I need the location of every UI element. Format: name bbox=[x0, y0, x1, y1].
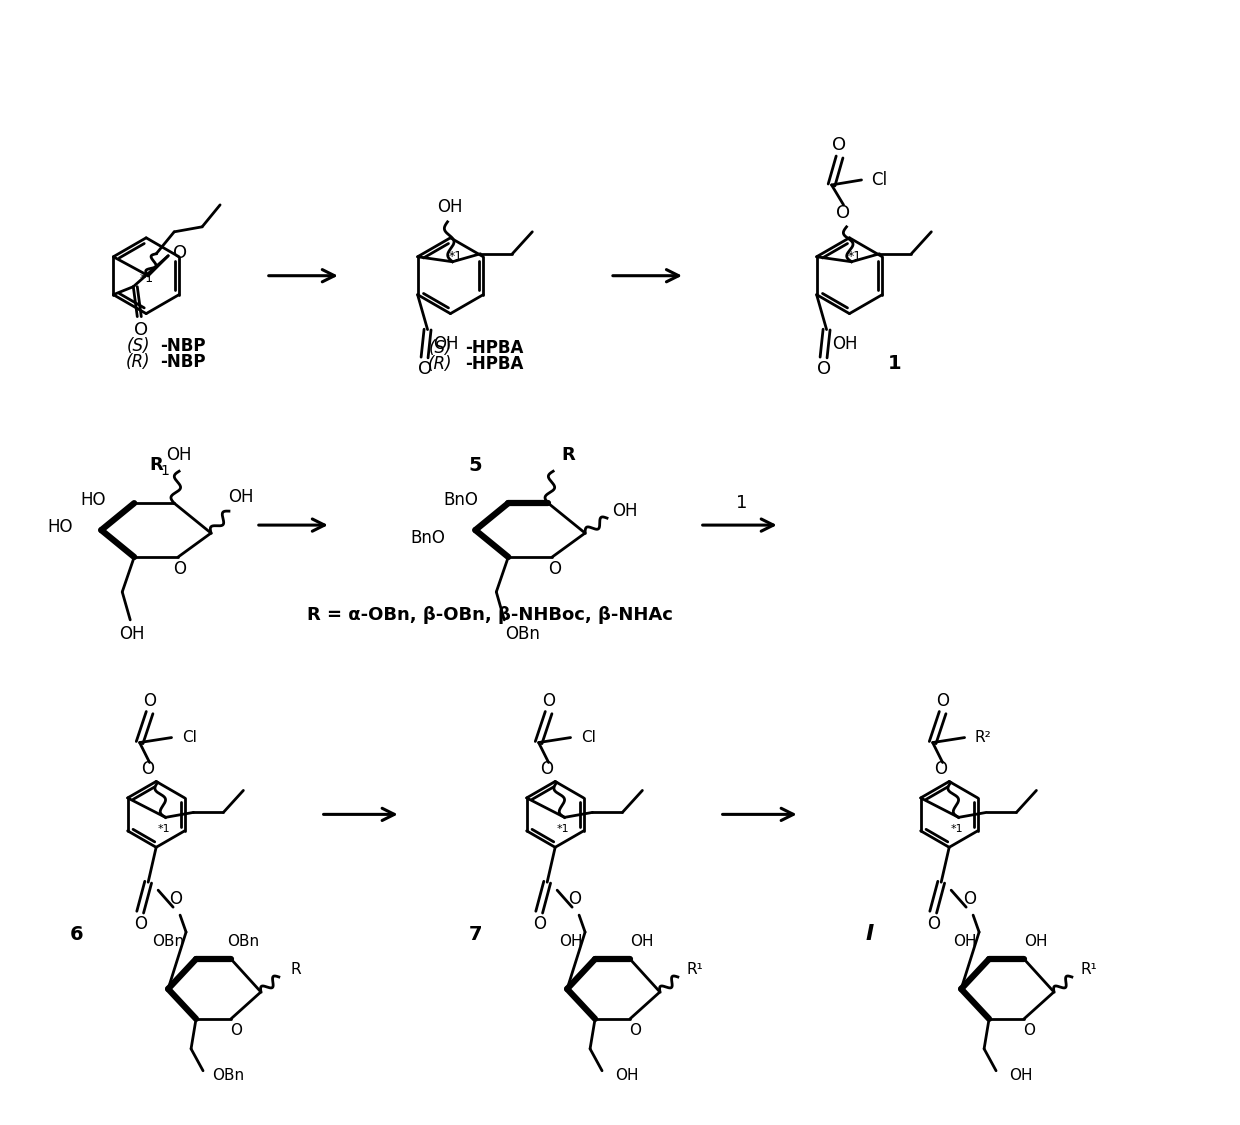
Text: OBn: OBn bbox=[505, 624, 539, 642]
Text: O: O bbox=[418, 360, 432, 378]
Text: O: O bbox=[134, 321, 149, 339]
Text: R¹: R¹ bbox=[1080, 963, 1097, 978]
Text: (R): (R) bbox=[428, 356, 453, 374]
Text: R: R bbox=[149, 457, 162, 475]
Text: -NBP: -NBP bbox=[160, 336, 206, 354]
Text: -HPBA: -HPBA bbox=[465, 356, 523, 374]
Text: BnO: BnO bbox=[410, 529, 445, 547]
Text: Cl: Cl bbox=[182, 730, 197, 745]
Text: O: O bbox=[569, 890, 582, 908]
Text: OH: OH bbox=[436, 198, 463, 216]
Text: R: R bbox=[562, 447, 575, 465]
Text: OH: OH bbox=[559, 934, 583, 948]
Text: *1: *1 bbox=[139, 272, 154, 286]
Text: -HPBA: -HPBA bbox=[465, 339, 523, 357]
Text: O: O bbox=[134, 915, 146, 933]
Text: O: O bbox=[542, 692, 556, 710]
Text: O: O bbox=[229, 1024, 242, 1038]
Text: OH: OH bbox=[630, 934, 653, 948]
Text: 6: 6 bbox=[69, 925, 83, 944]
Text: O: O bbox=[832, 136, 847, 154]
Text: OH: OH bbox=[433, 334, 459, 352]
Text: (S): (S) bbox=[126, 336, 150, 354]
Text: R¹: R¹ bbox=[687, 963, 703, 978]
Text: OBn: OBn bbox=[227, 934, 259, 948]
Text: O: O bbox=[926, 915, 940, 933]
Text: *1: *1 bbox=[847, 250, 862, 263]
Text: *1: *1 bbox=[557, 825, 569, 835]
Text: O: O bbox=[541, 760, 553, 778]
Text: 1: 1 bbox=[888, 354, 901, 374]
Text: O: O bbox=[533, 915, 546, 933]
Text: R²: R² bbox=[975, 730, 991, 745]
Text: BnO: BnO bbox=[444, 492, 479, 510]
Text: (R): (R) bbox=[126, 353, 150, 371]
Text: HO: HO bbox=[81, 492, 107, 510]
Text: 1: 1 bbox=[737, 494, 748, 512]
Text: OH: OH bbox=[954, 934, 977, 948]
Text: O: O bbox=[548, 560, 560, 578]
Text: I: I bbox=[866, 924, 873, 944]
Text: O: O bbox=[141, 760, 154, 778]
Text: OBn: OBn bbox=[212, 1069, 244, 1083]
Text: *1: *1 bbox=[157, 825, 170, 835]
Text: O: O bbox=[934, 760, 947, 778]
Text: O: O bbox=[936, 692, 949, 710]
Text: O: O bbox=[174, 244, 187, 262]
Text: OH: OH bbox=[166, 447, 192, 465]
Text: Cl: Cl bbox=[582, 730, 596, 745]
Text: R: R bbox=[290, 963, 301, 978]
Text: Cl: Cl bbox=[872, 171, 888, 189]
Text: O: O bbox=[1023, 1024, 1035, 1038]
Text: OH: OH bbox=[832, 334, 857, 352]
Text: OH: OH bbox=[615, 1069, 639, 1083]
Text: 7: 7 bbox=[469, 925, 482, 944]
Text: OH: OH bbox=[228, 488, 254, 506]
Text: *1: *1 bbox=[950, 825, 963, 835]
Text: R = α-OBn, β-OBn, β-NHBoc, β-NHAc: R = α-OBn, β-OBn, β-NHBoc, β-NHAc bbox=[308, 606, 673, 624]
Text: OH: OH bbox=[1024, 934, 1048, 948]
Text: OH: OH bbox=[1009, 1069, 1033, 1083]
Text: O: O bbox=[170, 890, 182, 908]
Text: OH: OH bbox=[613, 502, 637, 520]
Text: O: O bbox=[174, 560, 186, 578]
Text: (S): (S) bbox=[429, 339, 453, 357]
Text: O: O bbox=[837, 204, 851, 222]
Text: O: O bbox=[629, 1024, 641, 1038]
Text: OBn: OBn bbox=[153, 934, 184, 948]
Text: -NBP: -NBP bbox=[160, 353, 206, 371]
Text: O: O bbox=[143, 692, 156, 710]
Text: O: O bbox=[816, 360, 831, 378]
Text: *1: *1 bbox=[449, 250, 463, 263]
Text: OH: OH bbox=[119, 624, 145, 642]
Text: 1: 1 bbox=[161, 465, 170, 478]
Text: HO: HO bbox=[48, 519, 73, 537]
Text: O: O bbox=[962, 890, 976, 908]
Text: 5: 5 bbox=[469, 456, 482, 475]
